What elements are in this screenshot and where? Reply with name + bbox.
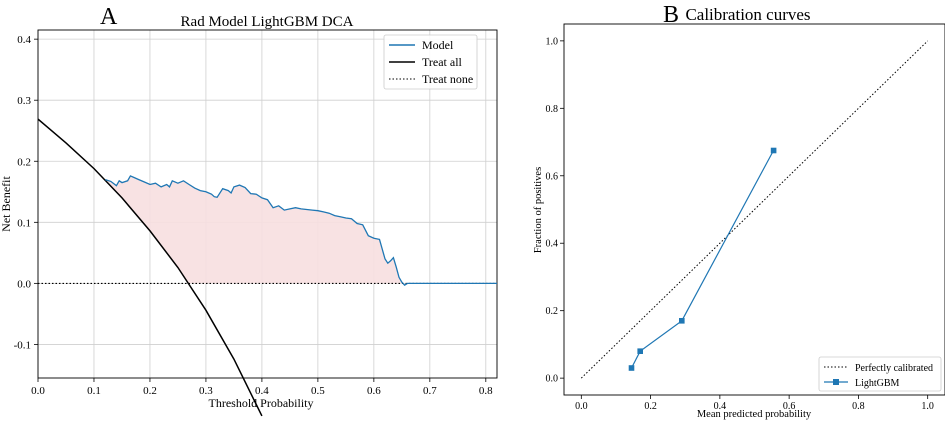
panel-a-x-tick-label-5: 0.5	[311, 385, 325, 397]
panel-b-x-tick-label-0: 0.0	[575, 401, 588, 412]
panel-a-y-tick-label-3: 0.2	[17, 156, 31, 168]
panel-a-letter: A	[100, 4, 118, 30]
panel-a-benefit-fill	[105, 175, 408, 284]
legend-treat-none-label: Treat none	[422, 72, 473, 86]
legend-model-label: Model	[422, 38, 454, 52]
panel-b-legend: Perfectly calibrated LightGBM	[818, 356, 942, 392]
panel-b-x-tick-label-5: 1.0	[921, 401, 934, 412]
panel-a-y-tick-label-1: 0.0	[17, 278, 31, 290]
panel-b-y-tick-label-5: 1.0	[546, 36, 559, 47]
panel-b-y-label: Fraction of positives	[533, 167, 544, 253]
panel-a-series	[38, 118, 497, 417]
legend-perfect-label: Perfectly calibrated	[855, 363, 933, 374]
legend-treat-all-label: Treat all	[422, 55, 463, 69]
legend-lightgbm-marker	[833, 379, 839, 385]
panel-a-title: Rad Model LightGBM DCA	[181, 14, 354, 30]
panel-a-legend-box	[383, 34, 478, 90]
panel-b-y-ticks: 0.0 0.2 0.4 0.6 0.8 1.0	[546, 36, 564, 385]
panel-a-y-tick-label-0: -0.1	[14, 339, 31, 351]
lightgbm-point-3	[770, 147, 777, 154]
treat-all-line	[38, 118, 263, 417]
panel-b-series	[580, 40, 929, 379]
panel-a-x-tick-label-6: 0.6	[367, 385, 381, 397]
panel-b-x-label: Mean predicted probability	[697, 409, 812, 420]
panel-b-plot-frame	[563, 23, 945, 396]
panel-a-x-label: Threshold Probability	[209, 396, 314, 410]
panel-a-x-ticks: 0.0 0.1 0.2 0.3 0.4 0.5 0.6 0.7 0.8	[31, 378, 493, 397]
panel-a-legend: Model Treat all Treat none	[383, 34, 478, 90]
panel-a-x-tick-label-2: 0.2	[143, 385, 157, 397]
panel-a-x-tick-label-1: 0.1	[87, 385, 101, 397]
lightgbm-point-2	[679, 318, 685, 324]
lightgbm-point-1	[637, 348, 643, 354]
panel-a-y-ticks: -0.1 0.0 0.1 0.2 0.3 0.4	[14, 34, 38, 351]
panel-a-x-tick-label-3: 0.3	[199, 385, 213, 397]
panel-a-x-tick-label-0: 0.0	[31, 385, 45, 397]
panel-a-y-tick-label-2: 0.1	[17, 217, 31, 229]
perfectly-calibrated-line	[580, 40, 929, 379]
panel-b-x-ticks: 0.0 0.2 0.4 0.6 0.8 1.0	[575, 395, 934, 412]
panel-b-y-tick-label-3: 0.6	[546, 171, 559, 182]
panel-b-x-tick-label-3: 0.6	[783, 401, 796, 412]
panel-a-x-tick-label-4: 0.4	[255, 385, 269, 397]
panel-a-y-tick-label-5: 0.4	[17, 34, 31, 46]
panel-a-y-tick-label-4: 0.3	[17, 95, 31, 107]
panel-b-y-tick-label-4: 0.8	[546, 104, 559, 115]
panel-b-title: Calibration curves	[685, 5, 810, 24]
lightgbm-line	[630, 150, 775, 369]
panel-b-x-tick-label-1: 0.2	[644, 401, 657, 412]
panel-a-y-label: Net Benefit	[0, 176, 13, 232]
panel-b-y-tick-label-2: 0.4	[546, 239, 559, 250]
panel-a-plot-frame	[37, 29, 498, 379]
panel-b-y-tick-label-0: 0.0	[546, 374, 559, 385]
panel-b-y-tick-label-1: 0.2	[546, 306, 559, 317]
panel-b-legend-box	[818, 356, 942, 392]
panel-b-letter: B	[663, 2, 679, 28]
panel-a-benefit-area	[105, 175, 408, 284]
panel-a: A Rad Model LightGBM DCA 0.0 0.1 0.2 0.3 0.4…	[0, 4, 498, 417]
lightgbm-point-0	[628, 365, 635, 371]
panel-b-x-tick-label-4: 0.8	[852, 401, 865, 412]
legend-lightgbm-label: LightGBM	[855, 378, 900, 389]
model-line	[105, 175, 497, 287]
panel-a-x-tick-label-8: 0.8	[479, 385, 493, 397]
panel-b-x-tick-label-2: 0.4	[714, 401, 727, 412]
panel-b: B Calibration curves 0.0 0.2 0.4 0.6 0.8 1.0 …	[533, 2, 945, 420]
panel-a-x-tick-label-7: 0.7	[423, 385, 437, 397]
